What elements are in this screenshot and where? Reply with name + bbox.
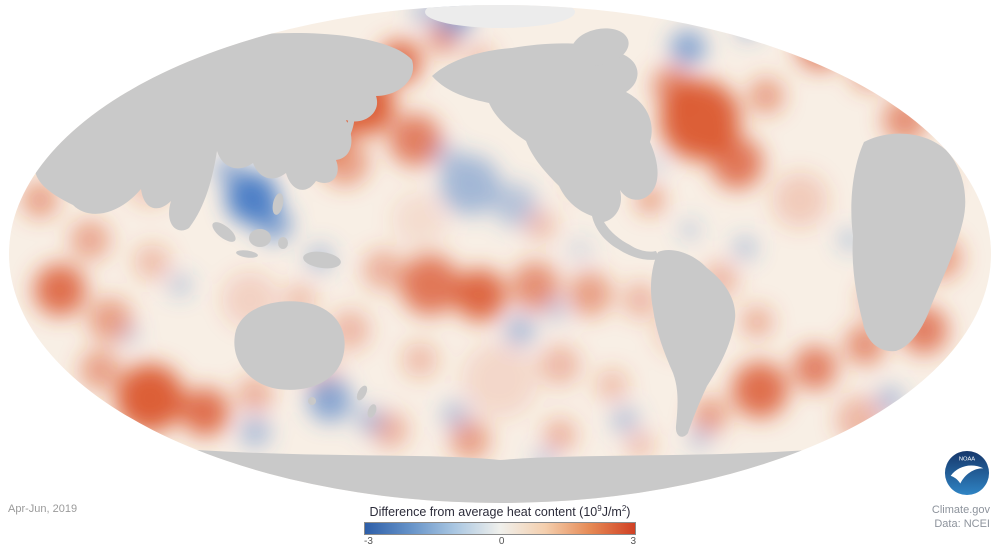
landmass-new-guinea: [303, 251, 341, 269]
landmass-java: [236, 250, 258, 258]
landmass-south-america: [650, 249, 736, 437]
landmass-africa: [851, 133, 966, 352]
world-map: [9, 5, 991, 503]
noaa-logo-text: NOAA: [959, 457, 975, 463]
attribution: Climate.gov Data: NCEI: [932, 503, 990, 532]
attribution-data-source: Data: NCEI: [934, 518, 990, 531]
colorbar-label-mid: 0: [498, 536, 505, 548]
colorbar-gradient: [364, 522, 636, 536]
legend: Difference from average heat content (10…: [0, 504, 1000, 547]
landmass-sumatra: [212, 222, 236, 242]
legend-title-units: J/m: [601, 505, 622, 520]
landmass-borneo: [249, 229, 271, 247]
landmass-philippines: [272, 193, 284, 215]
legend-title-suffix: ): [626, 505, 631, 520]
landmass-europe: [903, 58, 966, 94]
colorbar-label-max: 3: [630, 536, 636, 548]
seagull-icon: [950, 465, 984, 484]
colorbar-label-min: -3: [364, 536, 373, 548]
legend-title-prefix: Difference from average heat content (10: [369, 505, 598, 520]
landmass-new-zealand-south: [367, 404, 377, 418]
attribution-site: Climate.gov: [931, 504, 990, 516]
landmass-tasmania: [308, 397, 316, 405]
legend-title-exponent: 9: [597, 504, 602, 513]
landmass-iceland: [790, 29, 800, 39]
arctic-ice: [425, 5, 575, 28]
landmass-sulawesi: [278, 237, 288, 249]
landmass-north-america: [432, 43, 660, 260]
noaa-logo: NOAA: [944, 450, 990, 496]
legend-title-exponent2: 2: [621, 504, 627, 513]
landmass-australia: [234, 301, 345, 390]
landmass-japan: [332, 110, 355, 153]
landmass-greenland: [571, 28, 629, 66]
legend-title: Difference from average heat content (10…: [370, 504, 631, 519]
colorbar-labels: -3 0 3: [364, 536, 636, 547]
date-label: Apr-Jun, 2019: [8, 503, 78, 515]
colorbar: -3 0 3: [364, 522, 636, 547]
landmass-new-zealand-north: [356, 385, 368, 401]
